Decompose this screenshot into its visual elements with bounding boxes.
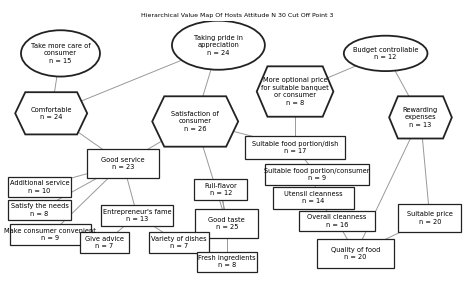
Ellipse shape — [21, 30, 100, 77]
Text: Satisfaction of
consumer
n = 26: Satisfaction of consumer n = 26 — [171, 111, 219, 132]
Text: Satisfy the needs
n = 8: Satisfy the needs n = 8 — [10, 203, 69, 217]
Text: More optional price
for suitable banquet
or consumer
n = 8: More optional price for suitable banquet… — [261, 77, 329, 106]
Text: Make consumer convenient
n = 9: Make consumer convenient n = 9 — [4, 228, 96, 241]
Text: Hierarchical Value Map Of Hosts Attitude N 30 Cut Off Point 3: Hierarchical Value Map Of Hosts Attitude… — [141, 13, 333, 18]
Text: Variety of dishes
n = 7: Variety of dishes n = 7 — [151, 236, 207, 250]
Text: Suitable food portion/consumer
n = 9: Suitable food portion/consumer n = 9 — [264, 168, 370, 181]
Text: Additional service
n = 10: Additional service n = 10 — [10, 180, 69, 194]
Polygon shape — [257, 66, 333, 117]
Text: Overall cleanness
n = 16: Overall cleanness n = 16 — [307, 214, 366, 228]
Text: Entrepreneur's fame
n = 13: Entrepreneur's fame n = 13 — [103, 209, 172, 222]
FancyBboxPatch shape — [317, 239, 394, 268]
Text: Rewarding
expenses
n = 13: Rewarding expenses n = 13 — [403, 107, 438, 128]
Text: Fresh ingredients
n = 8: Fresh ingredients n = 8 — [198, 255, 255, 268]
Text: Good service
n = 23: Good service n = 23 — [101, 157, 145, 170]
FancyBboxPatch shape — [149, 232, 209, 253]
FancyBboxPatch shape — [245, 136, 345, 159]
Ellipse shape — [344, 36, 428, 71]
Text: Budget controllable
n = 12: Budget controllable n = 12 — [353, 47, 419, 60]
FancyBboxPatch shape — [194, 179, 247, 200]
Text: Quality of food
n = 20: Quality of food n = 20 — [331, 247, 380, 260]
Ellipse shape — [172, 21, 265, 70]
FancyBboxPatch shape — [399, 204, 461, 232]
FancyBboxPatch shape — [9, 224, 91, 245]
Polygon shape — [15, 92, 87, 134]
Text: Comfortable
n = 24: Comfortable n = 24 — [30, 107, 72, 120]
Text: Taking pride in
appreciation
n = 24: Taking pride in appreciation n = 24 — [194, 35, 243, 56]
FancyBboxPatch shape — [195, 209, 258, 238]
Text: Give advice
n = 7: Give advice n = 7 — [85, 236, 124, 250]
Text: Suitable price
n = 20: Suitable price n = 20 — [407, 211, 453, 225]
FancyBboxPatch shape — [197, 252, 257, 272]
FancyBboxPatch shape — [87, 149, 159, 178]
FancyBboxPatch shape — [273, 187, 354, 209]
FancyBboxPatch shape — [80, 232, 129, 253]
Text: Suitable food portion/dish
n = 17: Suitable food portion/dish n = 17 — [252, 141, 338, 154]
Text: Full-flavor
n = 12: Full-flavor n = 12 — [204, 183, 237, 196]
Text: Good taste
n = 25: Good taste n = 25 — [209, 217, 245, 230]
Polygon shape — [152, 96, 238, 147]
FancyBboxPatch shape — [101, 205, 173, 226]
FancyBboxPatch shape — [8, 177, 71, 197]
FancyBboxPatch shape — [264, 164, 369, 186]
Text: Utensil cleanness
n = 14: Utensil cleanness n = 14 — [284, 191, 343, 205]
FancyBboxPatch shape — [8, 200, 71, 220]
Polygon shape — [389, 96, 452, 139]
FancyBboxPatch shape — [299, 211, 375, 231]
Text: Take more care of
consumer
n = 15: Take more care of consumer n = 15 — [31, 43, 90, 64]
